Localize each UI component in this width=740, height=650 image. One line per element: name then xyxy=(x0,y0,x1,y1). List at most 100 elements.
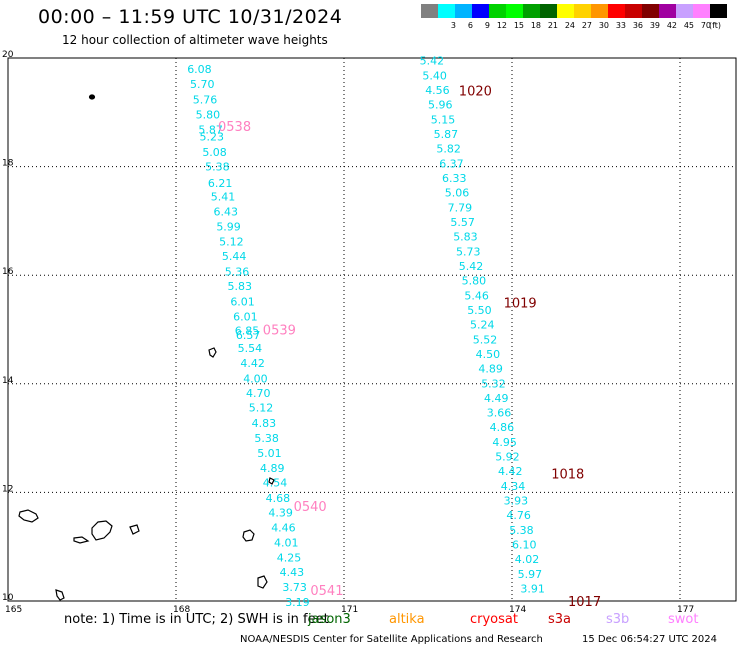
wave-height-value: 5.52 xyxy=(473,333,498,346)
lat-tick-label: 20 xyxy=(2,50,14,60)
wave-height-value: 6.08 xyxy=(187,63,212,76)
wave-height-value: 5.38 xyxy=(205,161,230,174)
wave-height-value: 5.99 xyxy=(216,220,241,233)
pass-time-label: 1018 xyxy=(551,467,584,482)
legend-label: 12 xyxy=(496,21,507,30)
wave-height-value: 6.57 xyxy=(236,329,260,342)
lat-tick-label: 14 xyxy=(2,376,14,386)
legend-swatch xyxy=(710,4,727,18)
page-title: 00:00 – 11:59 UTC 10/31/2024 xyxy=(38,6,343,28)
wave-height-value: 4.86 xyxy=(490,421,514,434)
wave-height-value: 5.23 xyxy=(200,131,225,144)
wave-height-value: 5.73 xyxy=(456,245,481,258)
wave-height-value: 5.15 xyxy=(431,113,456,126)
wave-height-value: 5.83 xyxy=(453,231,478,244)
pass-time-label: 1017 xyxy=(568,595,601,610)
wave-height-value: 6.01 xyxy=(233,310,258,323)
wave-height-value: 5.42 xyxy=(420,55,445,68)
island-outline xyxy=(242,529,255,542)
legend-label: 70 xyxy=(700,21,711,30)
island-outline xyxy=(18,509,39,523)
wave-height-value: 6.85 xyxy=(235,325,259,338)
generated-timestamp: 15 Dec 06:54:27 UTC 2024 xyxy=(582,634,717,645)
wave-height-value: 5.36 xyxy=(225,265,250,278)
wave-height-value: 5.54 xyxy=(238,342,263,355)
wave-height-value: 5.41 xyxy=(211,190,236,203)
legend-swatch xyxy=(608,4,625,18)
wave-height-value: 4.76 xyxy=(506,509,531,522)
legend-swatch xyxy=(642,4,659,18)
legend-swatch xyxy=(574,4,591,18)
page-subtitle: 12 hour collection of altimeter wave hei… xyxy=(62,33,328,47)
legend-swatch xyxy=(676,4,693,18)
wave-height-value: 5.42 xyxy=(459,260,484,273)
wave-height-value: 5.08 xyxy=(202,146,227,159)
legend-swatch xyxy=(540,4,557,18)
wave-height-value: 4.25 xyxy=(277,552,302,565)
wave-height-value: 4.89 xyxy=(478,363,503,376)
wave-height-value: 5.32 xyxy=(481,377,506,390)
wave-height-value: 4.01 xyxy=(274,536,299,549)
satellite-name: cryosat xyxy=(470,612,518,627)
wave-height-value: 5.24 xyxy=(470,319,495,332)
wave-height-value: 5.87 xyxy=(198,124,223,137)
satellite-name: s3b xyxy=(606,612,630,627)
legend-swatch xyxy=(438,4,455,18)
wave-height-value: 4.70 xyxy=(246,387,271,400)
wave-height-value: 3.66 xyxy=(487,407,512,420)
wave-height-value: 6.37 xyxy=(439,157,464,170)
credit-line: NOAA/NESDIS Center for Satellite Applica… xyxy=(240,634,543,645)
wave-height-value: 5.46 xyxy=(464,289,489,302)
pass-time-label: 0540 xyxy=(294,500,327,515)
legend-label: 36 xyxy=(632,21,643,30)
wave-height-value: 4.34 xyxy=(501,480,526,493)
lon-tick-label: 177 xyxy=(677,605,694,615)
wave-height-value: 7.79 xyxy=(448,201,473,214)
pass-time-label: 1019 xyxy=(504,296,537,311)
wave-height-value: 4.43 xyxy=(280,566,305,579)
legend-label: 21 xyxy=(547,21,558,30)
wave-height-value: 5.76 xyxy=(193,93,218,106)
footer-note: note: 1) Time is in UTC; 2) SWH is in fe… xyxy=(64,612,329,627)
pass-time-label: 0541 xyxy=(310,584,343,599)
wave-height-value: 5.80 xyxy=(462,275,487,288)
legend-unit: (ft) xyxy=(709,21,722,30)
legend-label: 18 xyxy=(530,21,541,30)
pass-time-label: 1020 xyxy=(459,85,492,100)
satellite-name: altika xyxy=(389,612,425,627)
lon-tick-label: 165 xyxy=(5,605,22,615)
legend-swatch xyxy=(557,4,574,18)
island-outline xyxy=(73,536,90,544)
wave-height-value: 4.39 xyxy=(268,506,293,519)
legend-label: 33 xyxy=(615,21,626,30)
wave-height-value: 4.00 xyxy=(243,372,268,385)
legend-label: 9 xyxy=(484,21,490,30)
wave-height-value: 4.68 xyxy=(266,492,291,505)
wave-height-value: 4.95 xyxy=(492,436,517,449)
wave-height-value: 5.57 xyxy=(450,216,475,229)
legend-label: 27 xyxy=(581,21,592,30)
wave-height-value: 5.92 xyxy=(495,451,520,464)
wave-height-value: 4.56 xyxy=(425,84,450,97)
legend-swatch xyxy=(489,4,506,18)
wave-height-value: 5.01 xyxy=(257,447,282,460)
wave-height-value: 3.19 xyxy=(285,596,310,609)
wave-height-value: 5.38 xyxy=(254,432,279,445)
wave-height-value: 4.89 xyxy=(260,462,285,475)
island-outline xyxy=(268,477,275,485)
legend-swatch xyxy=(625,4,642,18)
legend-label: 15 xyxy=(513,21,524,30)
wave-height-value: 5.06 xyxy=(445,187,470,200)
pass-time-label: 0539 xyxy=(263,324,296,339)
legend-label: 6 xyxy=(467,21,473,30)
lat-tick-label: 18 xyxy=(2,159,14,169)
island-outline xyxy=(208,347,217,358)
lon-tick-label: 174 xyxy=(509,605,526,615)
legend-swatch xyxy=(472,4,489,18)
wave-height-value: 3.73 xyxy=(282,581,307,594)
wave-height-value: 6.21 xyxy=(208,177,233,190)
wave-height-value: 4.83 xyxy=(252,417,277,430)
wave-height-value: 5.44 xyxy=(222,250,247,263)
wave-height-value: 6.01 xyxy=(230,295,255,308)
